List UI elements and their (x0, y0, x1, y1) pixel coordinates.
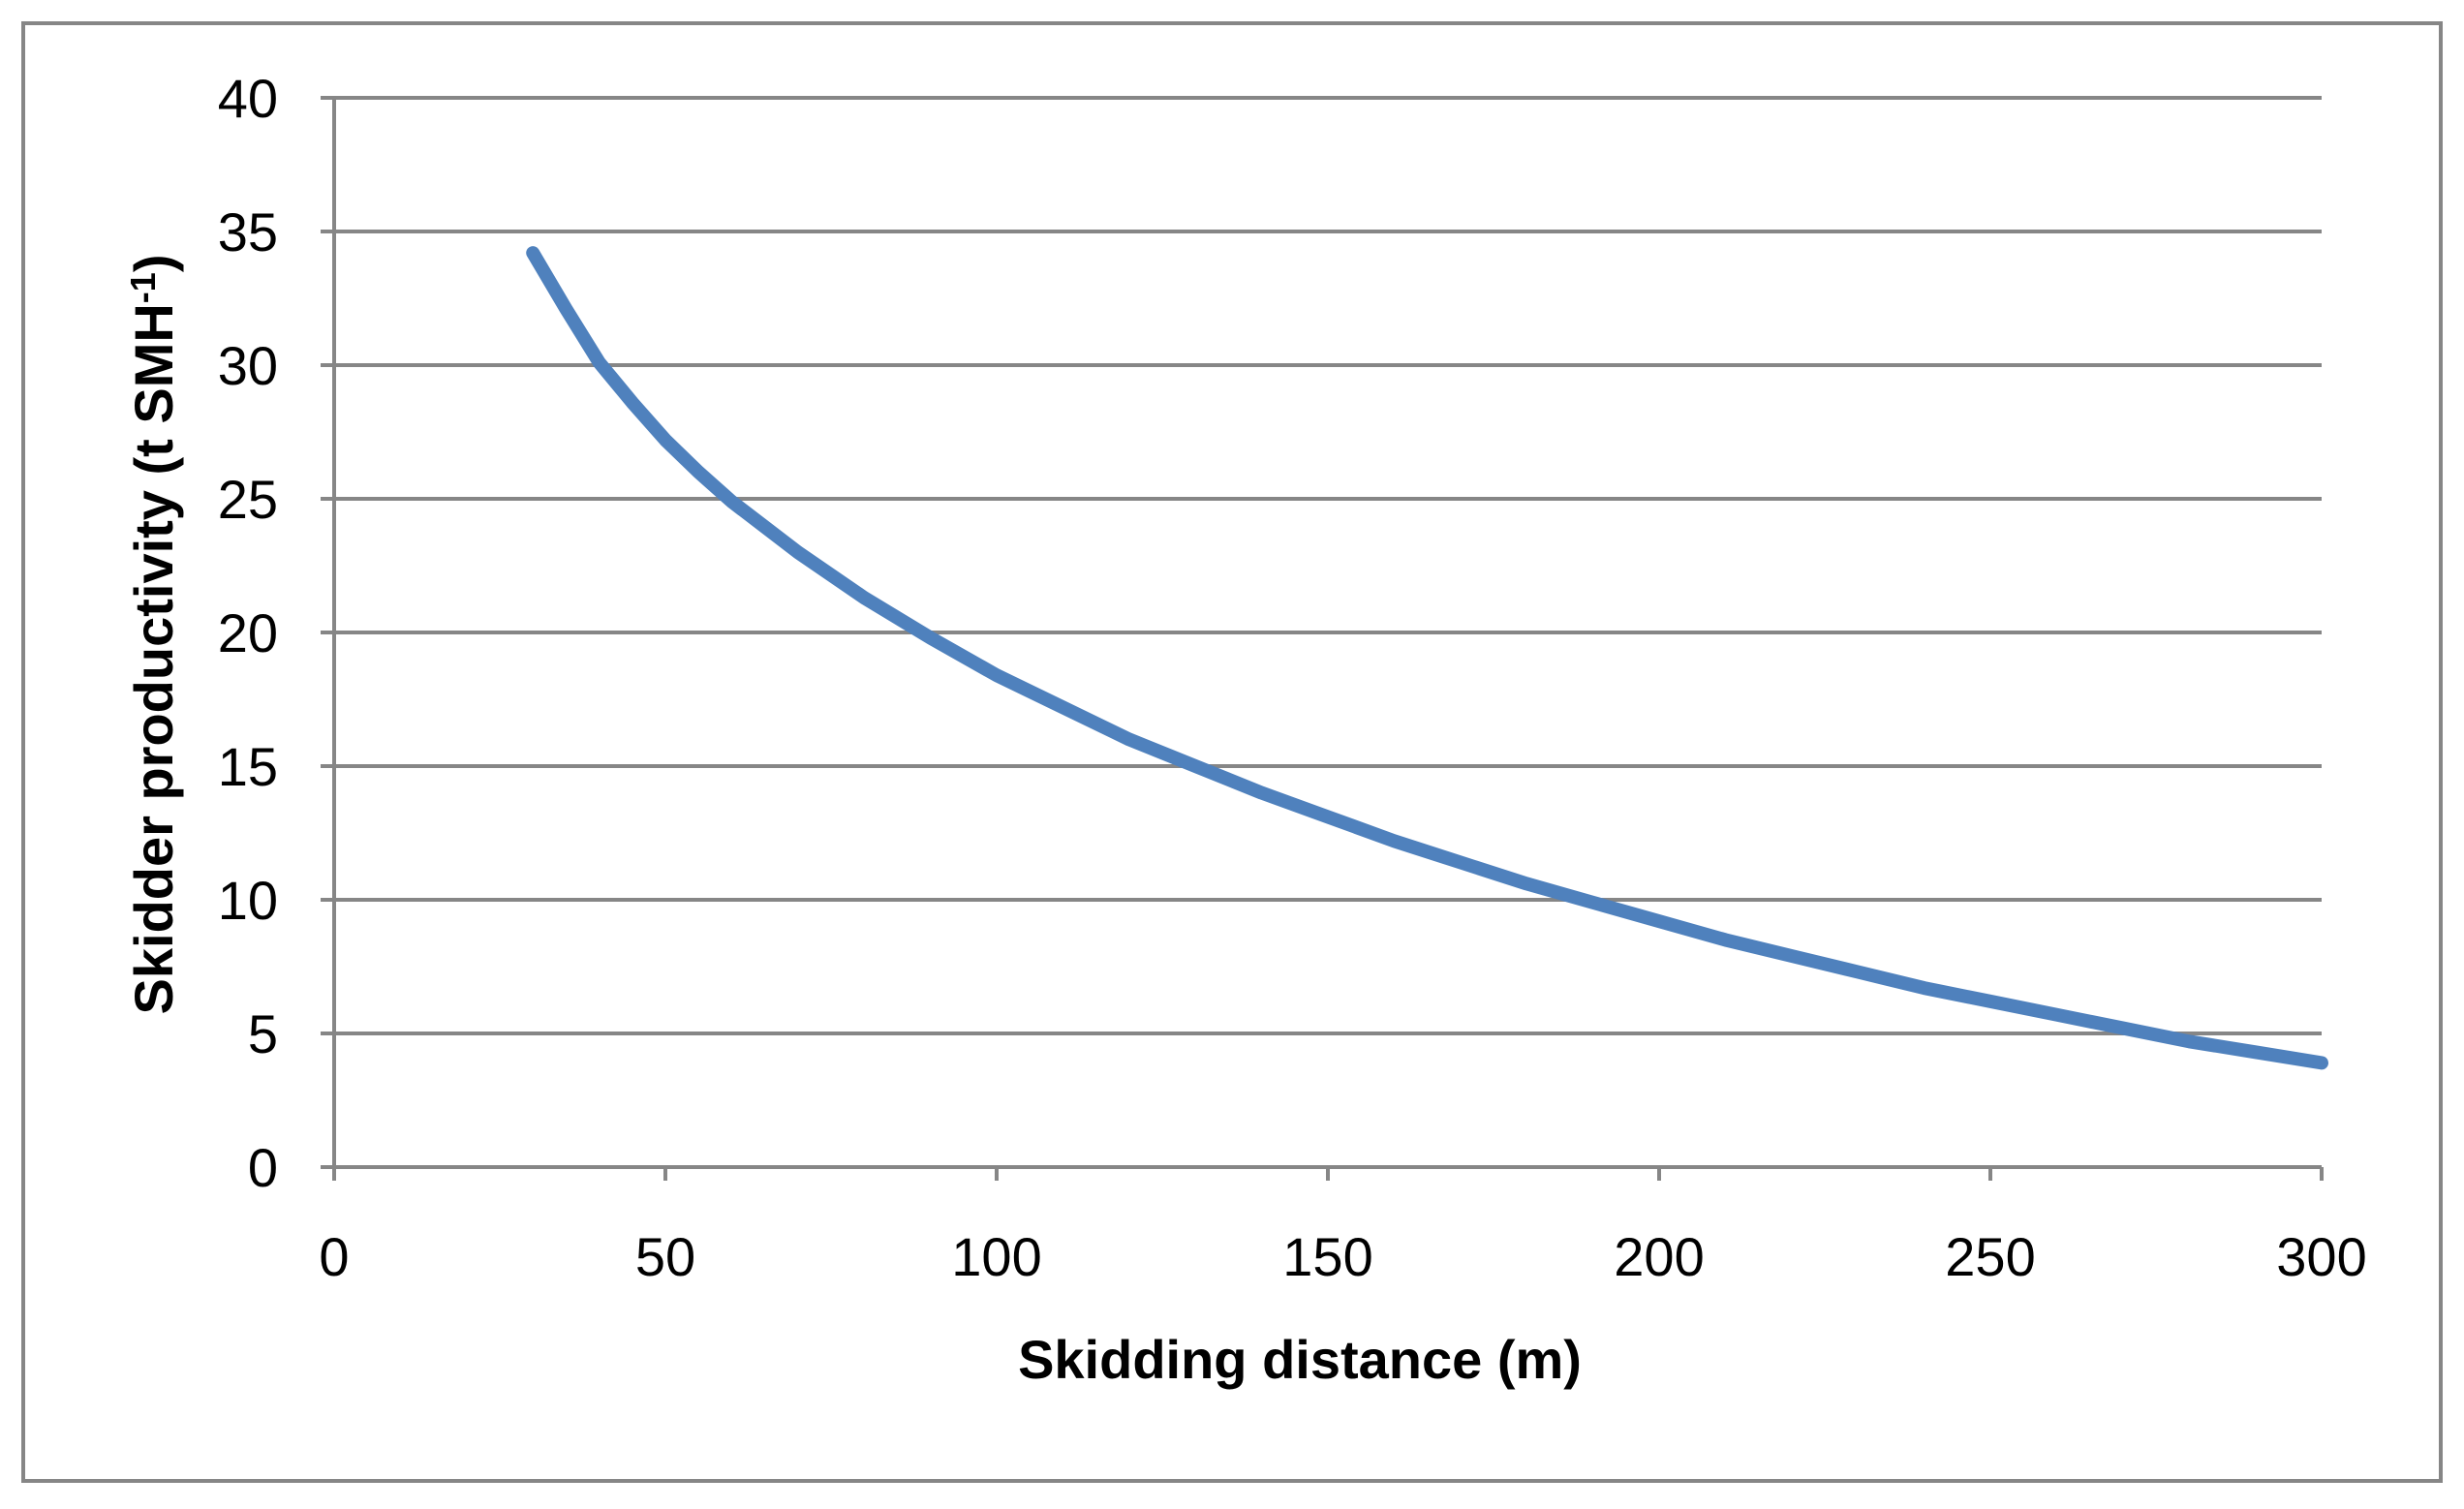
y-axis-title-superscript: -1 (123, 272, 163, 303)
y-tick-label-25: 25 (218, 469, 278, 530)
y-tick-label-20: 20 (218, 602, 278, 663)
y-tick-label-40: 40 (218, 68, 278, 129)
series-line-0 (526, 246, 2328, 1070)
x-tick-label-300: 300 (2276, 1226, 2366, 1287)
grid-lines (334, 96, 2322, 1035)
y-tick-label-15: 15 (218, 736, 278, 797)
x-tick-label-200: 200 (1614, 1226, 1704, 1287)
series-layer (526, 246, 2328, 1070)
x-axis-title: Skidding distance (m) (1018, 1329, 1582, 1390)
y-axis-title-main: Skidder productivity (t SMH (123, 303, 184, 1014)
x-tick-label-100: 100 (951, 1226, 1041, 1287)
y-tick-label-30: 30 (218, 335, 278, 396)
y-tick-label-35: 35 (218, 201, 278, 262)
x-tick-label-50: 50 (635, 1226, 695, 1287)
x-tick-labels: 0 50 100 150 200 250 300 (319, 1226, 2366, 1287)
y-tick-label-0: 0 (248, 1137, 278, 1198)
y-tick-label-5: 5 (248, 1003, 278, 1064)
x-tick-label-150: 150 (1282, 1226, 1372, 1287)
axes (321, 96, 2324, 1181)
x-tick-label-250: 250 (1945, 1226, 2035, 1287)
y-axis-title-close: ) (123, 255, 184, 273)
y-tick-labels: 0 5 10 15 20 25 30 35 40 (218, 68, 278, 1198)
y-tick-label-10: 10 (218, 870, 278, 931)
y-axis-title: Skidder productivity (t SMH-1) (123, 255, 184, 1015)
chart-border (21, 21, 2443, 1483)
x-tick-label-0: 0 (319, 1226, 349, 1287)
